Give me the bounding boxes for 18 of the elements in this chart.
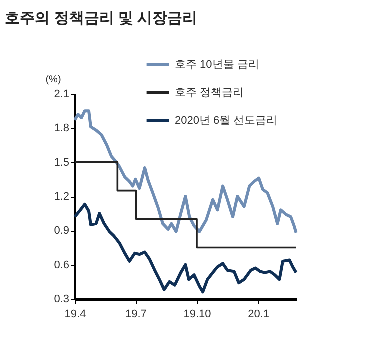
x-tick-label: 20.1 (248, 308, 270, 320)
y-tick-label: 0.6 (54, 259, 70, 272)
line-series (74, 202, 298, 294)
y-tick-label: 0.9 (54, 225, 70, 238)
y-tick-label: 0.3 (54, 294, 70, 306)
x-tick-label: 19.10 (184, 308, 212, 320)
chart-title: 호주의 정책금리 및 시장금리 (5, 10, 198, 27)
y-tick-label: 1.2 (54, 191, 70, 203)
legend-label: 2020년 6월 선도금리 (175, 115, 278, 127)
y-tick-label: 1.8 (54, 122, 70, 135)
x-tick-label: 19.4 (64, 308, 86, 320)
y-tick-label: 2.1 (54, 88, 70, 100)
y-tick-label: 1.5 (54, 156, 70, 169)
x-tick-label: 19.7 (125, 308, 147, 320)
legend-label: 호주 정책금리 (175, 87, 244, 99)
y-axis-title: (%) (46, 74, 62, 86)
line-series (74, 110, 298, 234)
legend-label: 호주 10년물 금리 (175, 59, 260, 71)
